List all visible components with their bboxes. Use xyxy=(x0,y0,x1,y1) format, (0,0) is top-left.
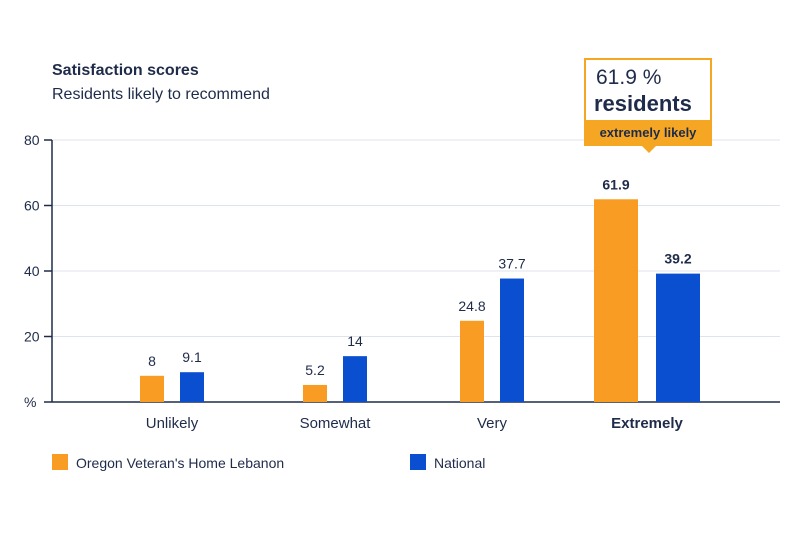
data-label: 37.7 xyxy=(498,256,525,272)
x-tick-label: Very xyxy=(477,415,508,432)
legend-label-national: National xyxy=(434,455,486,471)
y-tick-label: 20 xyxy=(24,329,40,345)
legend-swatch-national xyxy=(410,454,426,470)
x-tick-label: Somewhat xyxy=(300,415,372,432)
y-tick-label: 40 xyxy=(24,263,40,279)
bar-oregon-somewhat xyxy=(303,384,327,402)
data-label: 39.2 xyxy=(664,251,691,267)
y-tick-label: 80 xyxy=(24,132,40,148)
callout-band: extremely likely xyxy=(584,120,712,146)
legend-label-oregon: Oregon Veteran's Home Lebanon xyxy=(76,455,285,471)
y-tick-label: 60 xyxy=(24,198,40,214)
bar-oregon-extremely xyxy=(594,199,638,402)
bar-oregon-unlikely xyxy=(140,375,164,402)
legend-swatch-oregon xyxy=(52,454,68,470)
bar-national-extremely xyxy=(656,273,700,402)
data-label: 24.8 xyxy=(458,298,485,314)
callout-pointer xyxy=(642,146,656,153)
bar-national-unlikely xyxy=(180,372,204,402)
y-tick-label: % xyxy=(24,394,36,410)
bar-national-somewhat xyxy=(343,356,367,402)
callout-box: 61.9 % residents xyxy=(584,58,712,120)
bar-oregon-very xyxy=(460,320,484,402)
callout-word: residents xyxy=(594,91,692,116)
data-label: 61.9 xyxy=(602,176,629,192)
x-tick-label: Unlikely xyxy=(146,415,199,432)
data-label: 14 xyxy=(347,333,363,349)
data-label: 8 xyxy=(148,353,156,369)
data-label: 9.1 xyxy=(182,349,202,365)
highlight-callout: 61.9 % residents extremely likely xyxy=(584,58,712,153)
bar-national-very xyxy=(500,278,524,402)
chart-title: Satisfaction scores xyxy=(52,62,199,79)
x-tick-label: Extremely xyxy=(611,415,683,432)
data-label: 5.2 xyxy=(305,362,325,378)
callout-value: 61.9 % xyxy=(596,66,662,89)
chart-subtitle: Residents likely to recommend xyxy=(52,86,270,103)
